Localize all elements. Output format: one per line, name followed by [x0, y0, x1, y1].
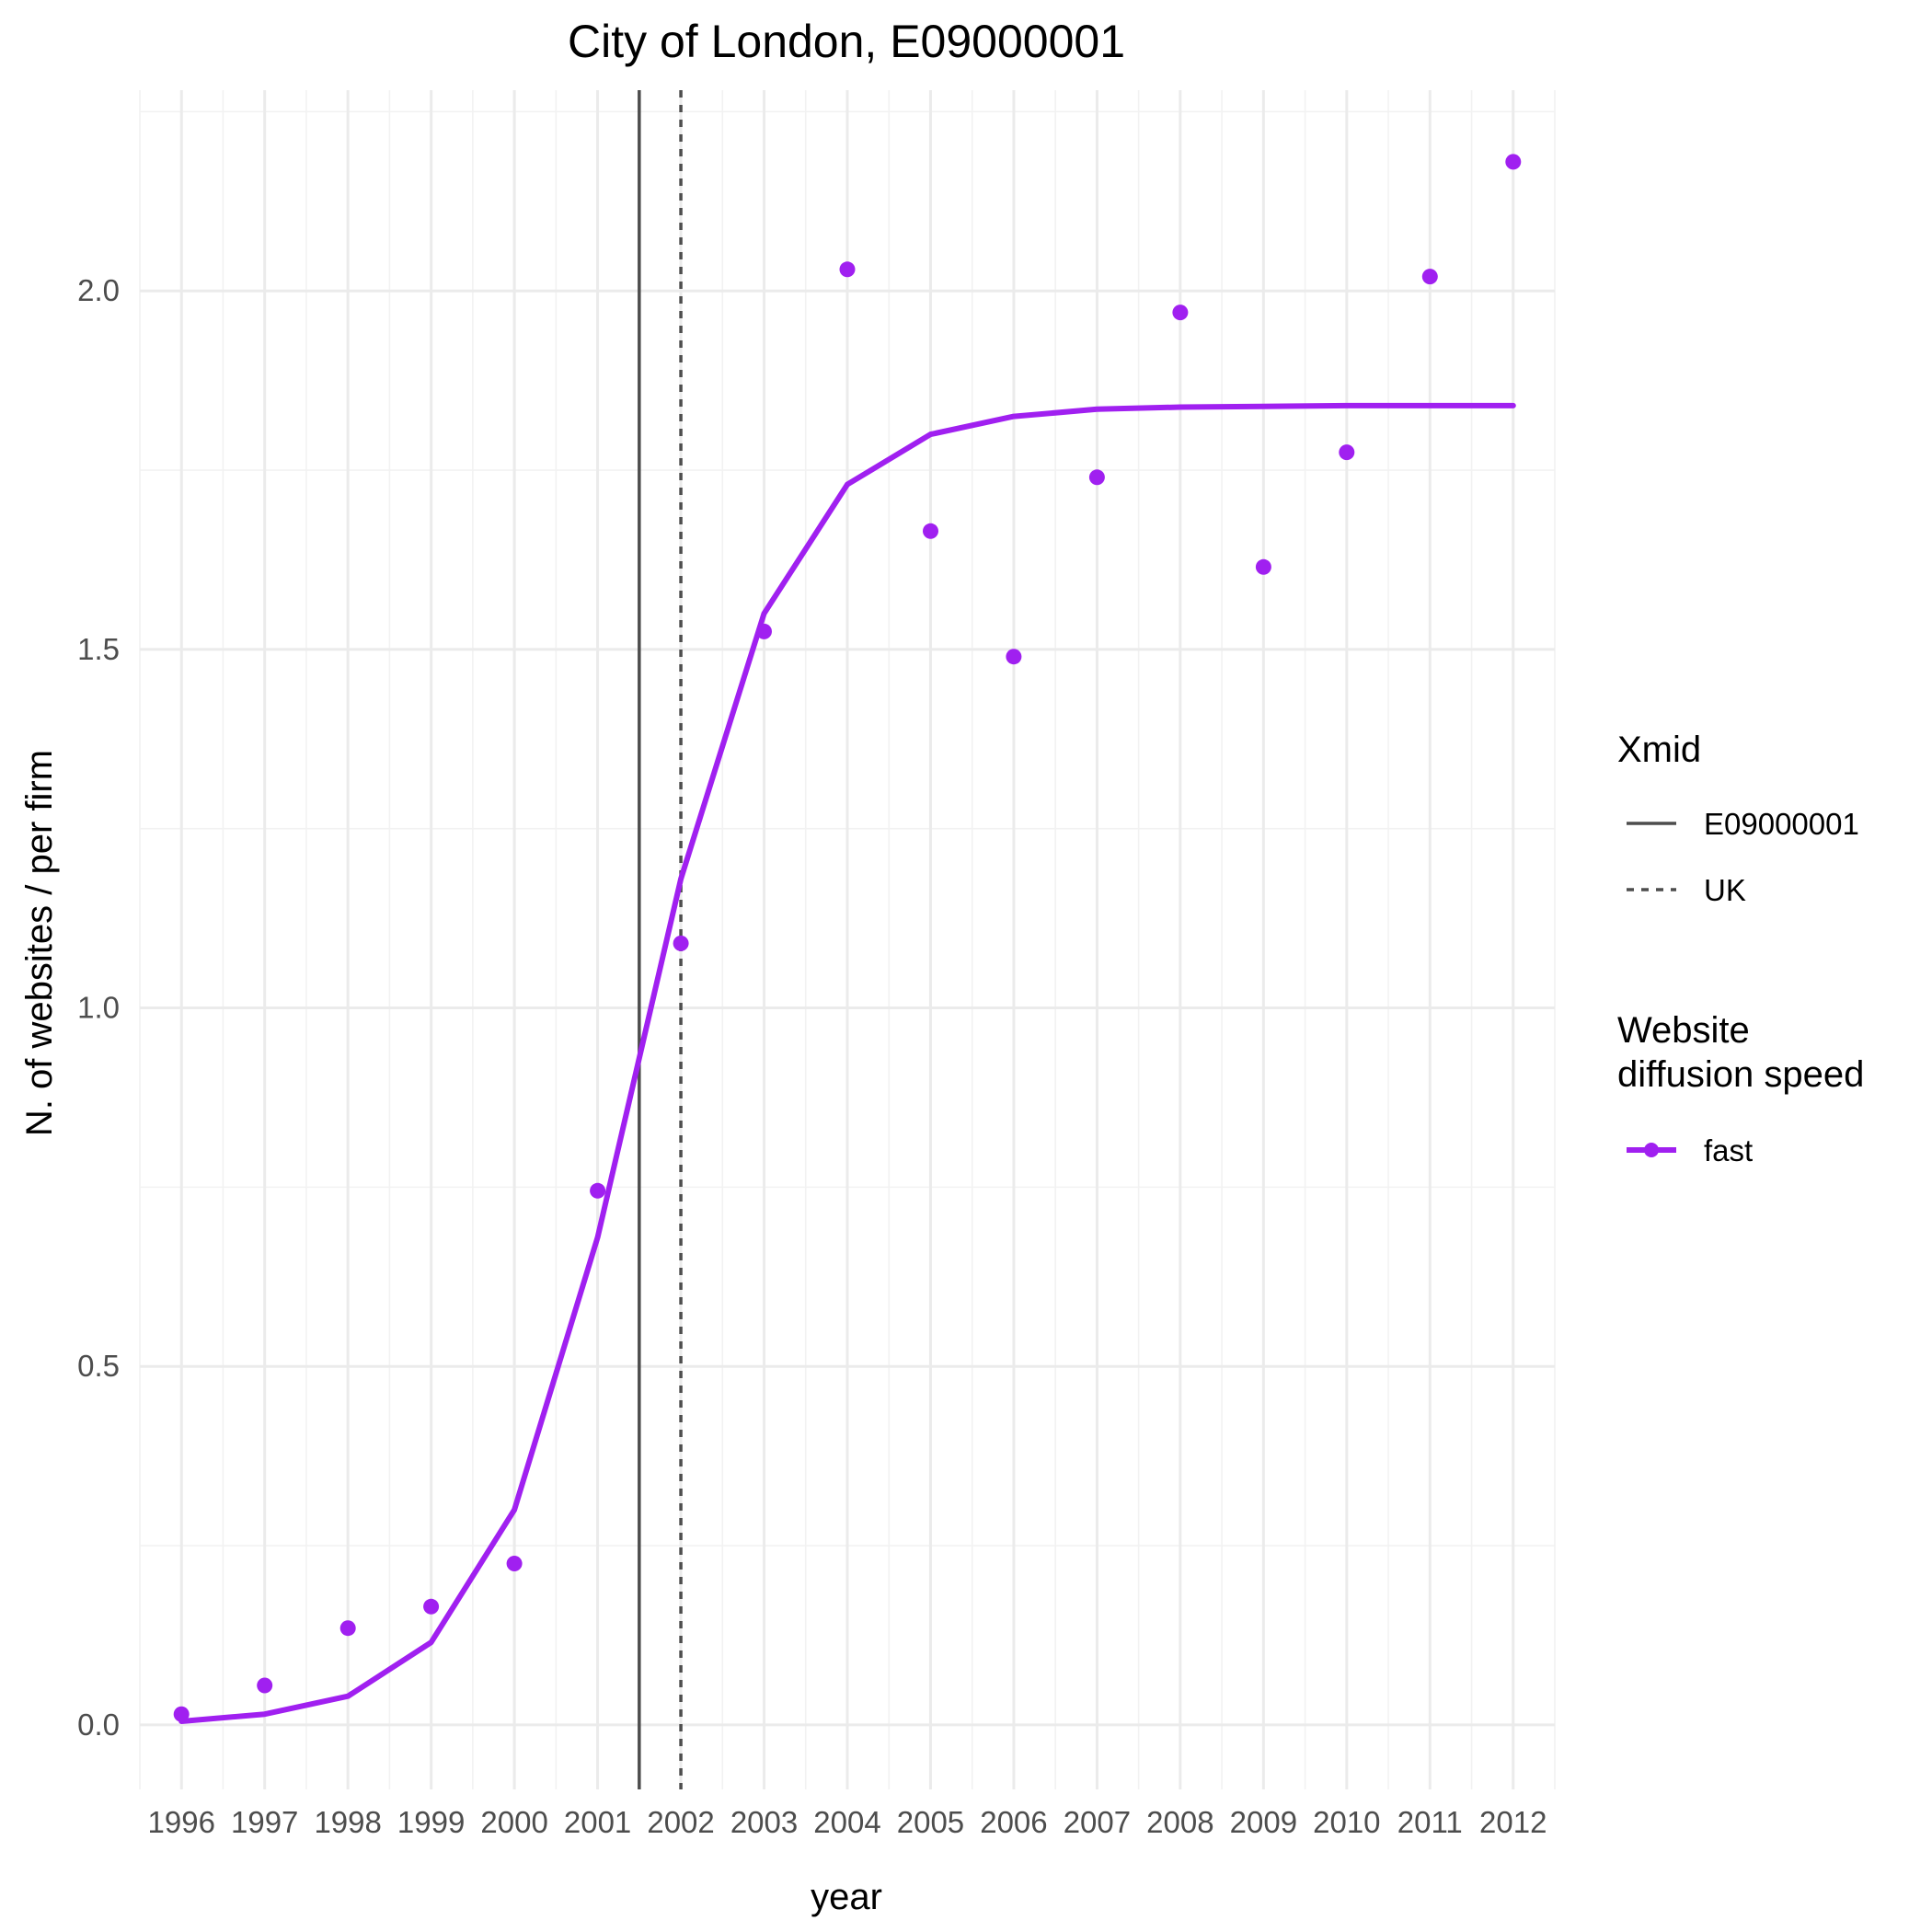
data-point-1998 [339, 1620, 356, 1637]
chart-title: City of London, E09000001 [568, 16, 1125, 67]
legend-label-fast: fast [1704, 1133, 1753, 1167]
x-tick-label-2007: 2007 [1064, 1805, 1131, 1839]
x-tick-label-2008: 2008 [1146, 1805, 1213, 1839]
grid [139, 90, 1556, 1789]
tick-labels: 1996 1997 1998 1999 2000 2001 2002 2003 2004 2005… [77, 273, 1547, 1839]
legend-key-fast-point [1644, 1143, 1659, 1157]
data-point-2010 [1339, 444, 1355, 461]
x-tick-label-2000: 2000 [480, 1805, 547, 1839]
fitted-line-fast [178, 402, 1516, 1724]
y-tick-label: 1.0 [77, 991, 120, 1025]
x-tick-label-2001: 2001 [564, 1805, 631, 1839]
legend-label-uk: UK [1704, 873, 1746, 907]
legend-title-xmid: Xmid [1617, 730, 1701, 770]
data-point-2004 [839, 261, 856, 278]
y-tick-label: 1.5 [77, 632, 120, 666]
y-tick-label: 0.0 [77, 1708, 120, 1742]
x-tick-label-2004: 2004 [813, 1805, 880, 1839]
x-tick-label-2005: 2005 [897, 1805, 964, 1839]
data-point-2003 [756, 623, 772, 639]
x-tick-label-1996: 1996 [148, 1805, 215, 1839]
x-tick-label-1999: 1999 [397, 1805, 465, 1839]
x-tick-label-2012: 2012 [1479, 1805, 1547, 1839]
legend-title-speed-line2: diffusion speed [1617, 1054, 1864, 1095]
data-point-2000 [506, 1556, 523, 1571]
y-tick-label: 0.5 [77, 1349, 120, 1383]
series [173, 154, 1522, 1724]
data-point-1996 [173, 1706, 190, 1722]
legend-label-e09000001: E09000001 [1704, 807, 1859, 841]
y-tick-label: 2.0 [77, 273, 120, 307]
legend-title-speed-line1: Website [1617, 1010, 1750, 1051]
x-tick-label-1997: 1997 [231, 1805, 298, 1839]
x-tick-label-2011: 2011 [1397, 1805, 1463, 1839]
data-point-2007 [1088, 469, 1105, 486]
y-axis-title: N. of websites / per firm [19, 750, 60, 1136]
x-tick-label-2010: 2010 [1313, 1805, 1380, 1839]
data-point-2008 [1172, 305, 1189, 321]
x-tick-label-2003: 2003 [730, 1805, 798, 1839]
x-tick-label-2002: 2002 [647, 1805, 714, 1839]
x-axis-title: year [811, 1877, 882, 1917]
legend: Xmid E09000001 UK Website diffusion spee… [1617, 730, 1864, 1167]
data-point-2009 [1255, 558, 1271, 575]
data-point-2005 [923, 523, 938, 539]
data-point-2001 [590, 1182, 606, 1199]
data-point-2011 [1421, 269, 1438, 285]
data-point-1999 [423, 1598, 440, 1615]
x-tick-label-2009: 2009 [1230, 1805, 1297, 1839]
reference-lines [638, 90, 683, 1789]
x-tick-label-1998: 1998 [314, 1805, 381, 1839]
x-tick-label-2006: 2006 [980, 1805, 1047, 1839]
data-point-2012 [1505, 154, 1522, 170]
data-point-2002 [673, 935, 689, 951]
data-point-2006 [1006, 649, 1022, 665]
data-point-1997 [257, 1677, 273, 1694]
